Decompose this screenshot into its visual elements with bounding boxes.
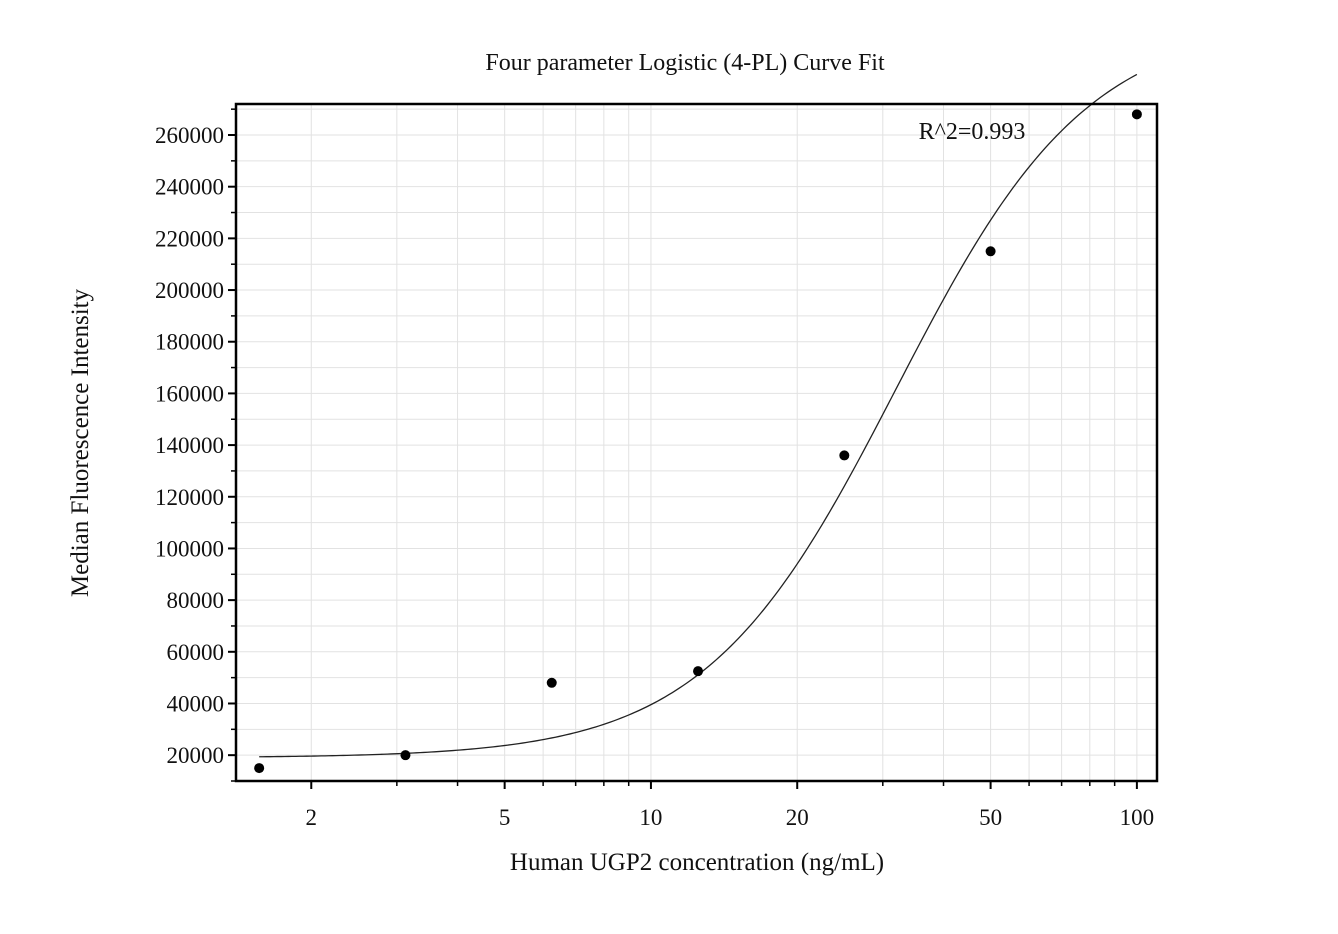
data-point [546,677,557,688]
y-tick-label: 80000 [167,588,225,613]
axes: 20000 40000 60000 80000 100000 120000 140000 16… [155,102,1159,830]
data-point [1131,109,1142,120]
y-tick-label: 100000 [155,536,224,561]
y-tick-label: 140000 [155,433,224,458]
r-squared-annotation: R^2=0.993 [919,119,1026,145]
y-tick-label: 220000 [155,226,224,251]
data-point [254,763,265,774]
y-tick-label: 20000 [167,743,225,768]
data-point [400,750,411,761]
plot-frame [234,102,1159,783]
x-tick-label: 100 [1120,805,1155,830]
x-tick-label: 50 [979,805,1002,830]
x-tick-label: 10 [639,805,662,830]
y-tick-label: 60000 [167,640,225,665]
y-tick-label: 120000 [155,485,224,510]
x-tick-label: 20 [786,805,809,830]
x-tick-label: 2 [306,805,318,830]
x-axis-label: Human UGP2 concentration (ng/mL) [510,849,884,876]
fit-curve [259,73,1138,758]
y-tick-label: 240000 [155,175,224,200]
fit-curve-layer [259,73,1138,758]
data-points-layer [254,109,1142,774]
data-point [839,450,850,461]
grid-lines [236,104,1157,782]
y-axis-label: Median Fluorescence Intensity [67,288,94,597]
data-point [985,246,996,257]
data-point [693,666,704,677]
y-tick-label: 160000 [155,381,224,406]
chart-title: Four parameter Logistic (4-PL) Curve Fit [485,50,885,76]
y-tick-label: 40000 [167,691,225,716]
y-tick-label: 200000 [155,278,224,303]
x-tick-label: 5 [499,805,511,830]
y-tick-label: 260000 [155,123,224,148]
y-tick-label: 180000 [155,330,224,355]
